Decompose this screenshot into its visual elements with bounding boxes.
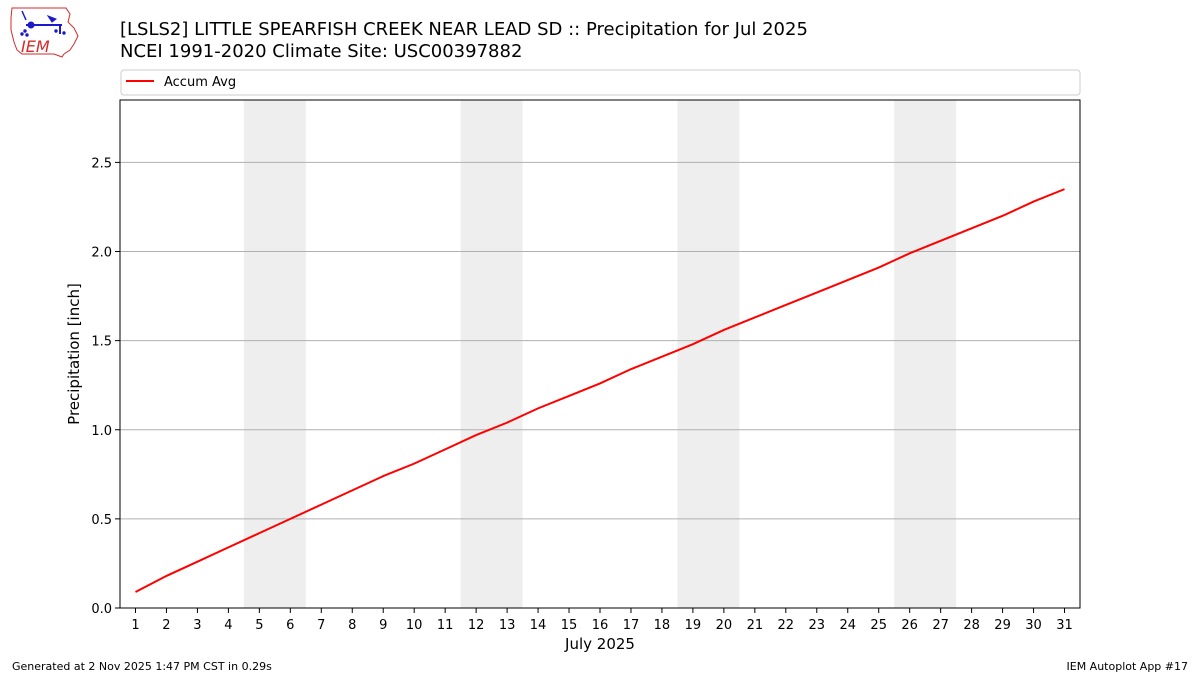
footer-app-text: IEM Autoplot App #17 [1067,660,1189,673]
y-tick-label: 1.0 [91,424,112,439]
iowa-outline-icon [10,7,79,58]
x-tick-label: 8 [348,618,356,633]
legend-label: Accum Avg [164,75,236,90]
x-axis-label: July 2025 [564,635,635,653]
series-line-accum-avg [135,188,1065,593]
x-tick-label: 25 [870,618,887,633]
x-tick-label: 29 [994,618,1011,633]
x-tick-label: 2 [162,618,170,633]
x-tick-label: 6 [286,618,294,633]
x-tick-label: 26 [901,618,918,633]
legend-box [120,69,1081,96]
y-tick-label: 0.5 [91,513,112,528]
x-tick-label: 15 [561,618,578,633]
footer-generated-text: Generated at 2 Nov 2025 1:47 PM CST in 0… [12,660,272,673]
x-tick-label: 18 [654,618,671,633]
x-tick-label: 24 [839,618,856,633]
y-tick-label: 2.5 [91,156,112,171]
y-tick-label: 0.0 [91,602,112,617]
weekend-band-1 [243,100,306,608]
x-tick-label: 20 [716,618,733,633]
x-tick-label: 22 [778,618,795,633]
y-axis-label: Precipitation [inch] [65,283,83,425]
x-tick-label: 1 [131,618,139,633]
x-tick-label: 5 [255,618,263,633]
x-tick-label: 16 [592,618,609,633]
x-axis: 1 2 3 4 5 6 7 8 9 10 11 12 13 14 15 16 17 18 19 20 21 22 23 24 2… [131,608,1073,633]
chart-title: [LSLS2] LITTLE SPEARFISH CREEK NEAR LEAD… [120,19,808,40]
x-tick-label: 27 [932,618,949,633]
x-tick-label: 30 [1025,618,1042,633]
grid-lines [120,161,1080,520]
weather-station-icon [20,10,66,37]
x-tick-label: 9 [379,618,387,633]
x-tick-label: 14 [530,618,547,633]
logo-text: IEM [21,37,50,56]
iem-logo: IEM [10,7,79,58]
x-tick-label: 28 [963,618,980,633]
x-tick-label: 12 [468,618,485,633]
x-tick-label: 31 [1056,618,1073,633]
legend: Accum Avg [120,69,1081,96]
x-tick-label: 11 [437,618,454,633]
x-tick-label: 7 [317,618,325,633]
x-tick-label: 3 [193,618,201,633]
y-tick-label: 2.0 [91,246,112,261]
y-axis: 0.0 0.5 1.0 1.5 2.0 2.5 [91,156,120,617]
x-tick-label: 10 [406,618,423,633]
weekend-bands [243,100,957,608]
chart-subtitle: NCEI 1991-2020 Climate Site: USC00397882 [120,41,522,62]
x-tick-label: 23 [809,618,826,633]
weekend-band-4 [894,100,957,608]
weekend-band-2 [460,100,523,608]
x-tick-label: 4 [224,618,232,633]
x-tick-label: 13 [499,618,516,633]
x-tick-label: 19 [685,618,702,633]
plot-area [119,99,1081,609]
x-tick-label: 17 [623,618,640,633]
x-tick-label: 21 [747,618,764,633]
weekend-band-3 [677,100,740,608]
y-tick-label: 1.5 [91,335,112,350]
